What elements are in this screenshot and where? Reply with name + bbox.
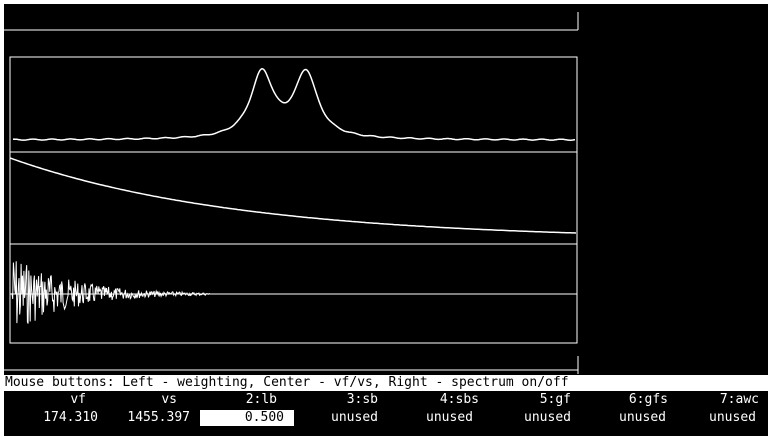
param-value-vf[interactable]: 174.310 (43, 410, 98, 425)
weighting-curve (9, 157, 577, 234)
param-header-vs: vs (161, 392, 177, 407)
param-header-gfs: 6:gfs (628, 392, 668, 407)
spectrum-panel (9, 56, 578, 153)
param-value-vs[interactable]: 1455.397 (127, 410, 190, 425)
param-header-vf: vf (70, 392, 86, 407)
param-input-lb[interactable]: 0.500 (200, 410, 294, 426)
param-header-gf: 5:gf (539, 392, 571, 407)
param-value-awc[interactable]: unused (709, 410, 756, 425)
plot-window[interactable] (4, 4, 768, 436)
param-value-sb[interactable]: unused (331, 410, 378, 425)
param-header-row: vf vs 2:lb 3:sb 4:sbs 5:gf 6:gfs 7:awc (4, 391, 768, 409)
param-header-sbs: 4:sbs (439, 392, 479, 407)
param-value-gfs[interactable]: unused (619, 410, 666, 425)
parameter-table: vf vs 2:lb 3:sb 4:sbs 5:gf 6:gfs 7:awc 1… (4, 391, 768, 436)
param-header-awc: 7:awc (719, 392, 759, 407)
signal-trace (11, 261, 210, 324)
param-value-gf[interactable]: unused (524, 410, 571, 425)
param-value-row: 174.310 1455.397 0.500 unused unused unu… (4, 409, 768, 427)
mouse-help-status: Mouse buttons: Left - weighting, Center … (4, 375, 768, 391)
param-value-sbs[interactable]: unused (426, 410, 473, 425)
param-header-lb: 2:lb (245, 392, 277, 407)
spectrum-curve (12, 67, 576, 141)
param-header-sb: 3:sb (346, 392, 378, 407)
